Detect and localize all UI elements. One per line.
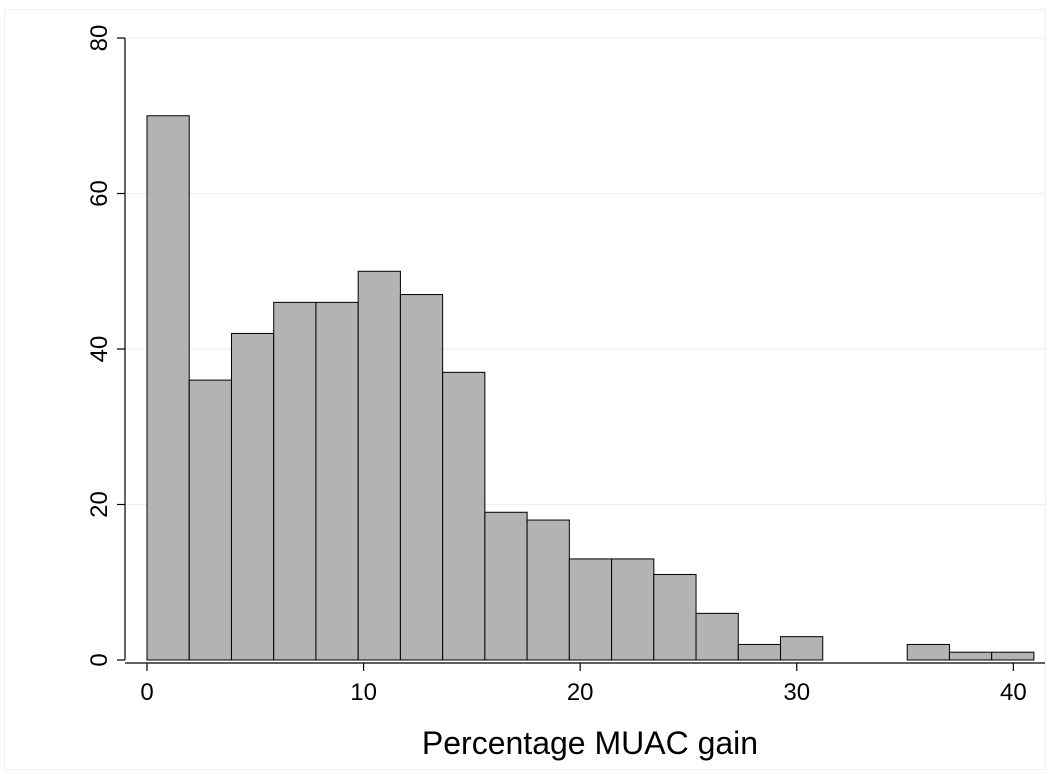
histogram-bar-16 xyxy=(906,643,950,661)
histogram-bar-8 xyxy=(484,511,528,661)
histogram-bar-18 xyxy=(991,651,1035,661)
histogram-bar-7 xyxy=(442,371,486,661)
y-tick-label-4: 80 xyxy=(86,25,113,52)
histogram-bar-0 xyxy=(146,115,190,661)
x-tick-label-0: 0 xyxy=(140,679,153,706)
histogram-bar-5 xyxy=(357,270,401,661)
x-axis-ticks: 0 10 20 30 40 xyxy=(140,663,1027,706)
histogram-bar-4 xyxy=(315,301,359,661)
bars xyxy=(146,115,1035,661)
histogram-bar-3 xyxy=(273,301,317,661)
histogram-bar-1 xyxy=(188,379,232,661)
x-tick-label-1: 10 xyxy=(350,679,377,706)
x-tick-label-4: 40 xyxy=(1000,679,1027,706)
histogram-bar-2 xyxy=(230,332,275,661)
x-tick-label-2: 20 xyxy=(567,679,594,706)
histogram-bar-15 xyxy=(780,636,824,661)
histogram-bar-9 xyxy=(526,519,570,661)
x-tick-label-3: 30 xyxy=(783,679,810,706)
y-axis-ticks: 0 20 40 60 80 xyxy=(86,25,125,667)
y-tick-label-1: 20 xyxy=(86,491,113,518)
histogram-bar-14 xyxy=(737,643,782,661)
x-axis-title: Percentage MUAC gain xyxy=(422,725,758,761)
y-tick-label-3: 60 xyxy=(86,180,113,207)
y-tick-label-2: 40 xyxy=(86,336,113,363)
histogram-bar-11 xyxy=(611,558,655,661)
histogram-bar-6 xyxy=(399,294,444,661)
histogram-bar-12 xyxy=(653,573,697,661)
histogram-bar-10 xyxy=(568,558,613,661)
histogram-bar-17 xyxy=(948,651,993,661)
y-tick-label-0: 0 xyxy=(86,653,113,666)
histogram-bar-13 xyxy=(695,612,739,661)
